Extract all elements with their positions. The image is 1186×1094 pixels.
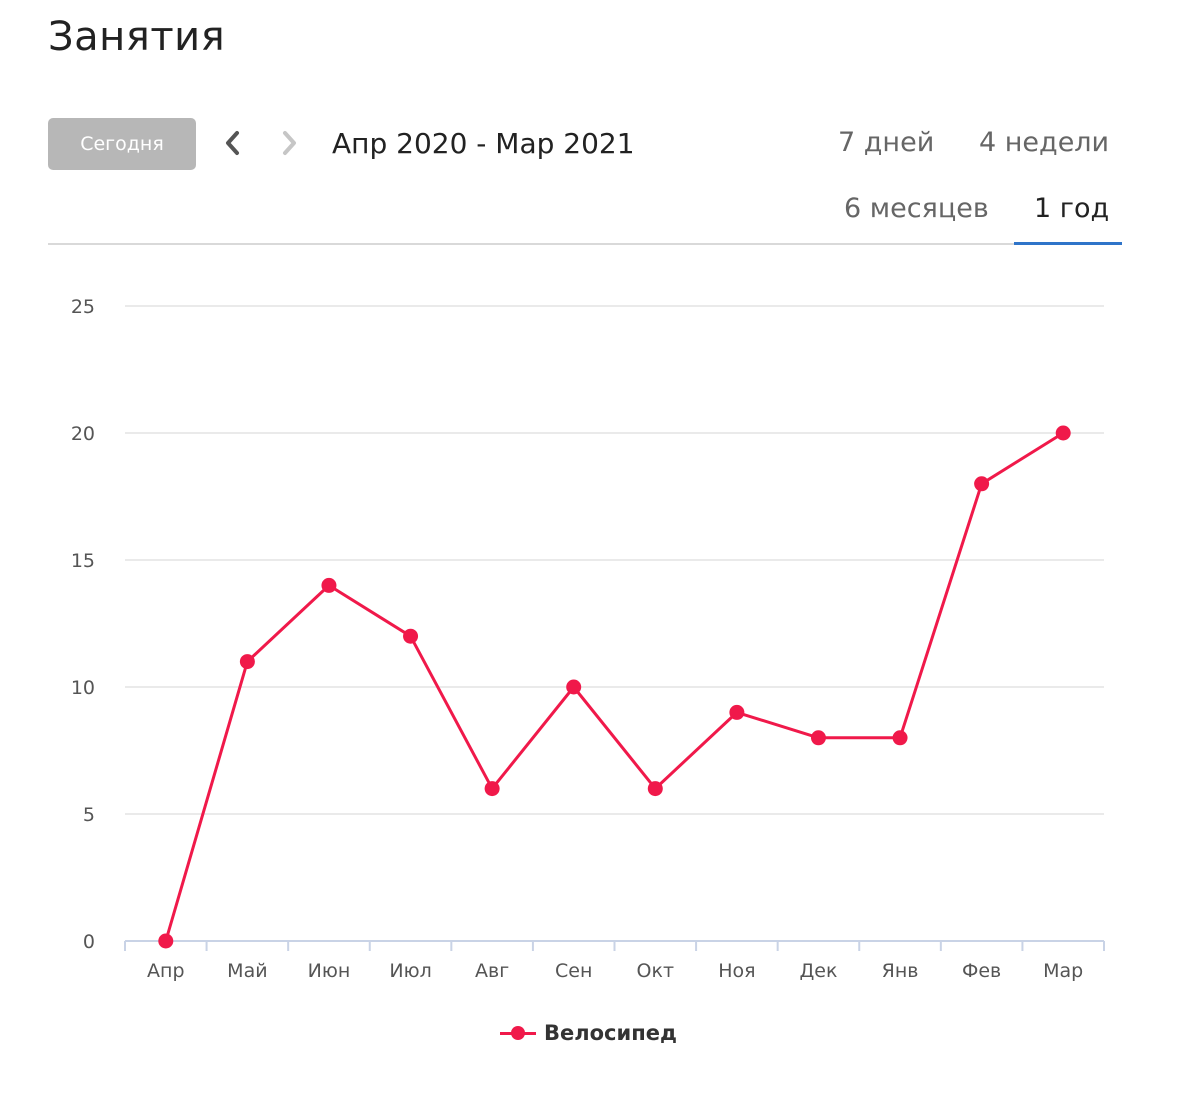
x-tick-label: Янв	[882, 960, 919, 982]
data-point	[647, 781, 663, 797]
x-tick-label: Окт	[637, 960, 675, 982]
data-point	[158, 933, 174, 949]
y-tick-label: 15	[71, 550, 95, 572]
data-point	[1055, 425, 1071, 441]
x-tick-label: Сен	[555, 960, 592, 982]
data-point	[729, 704, 745, 720]
x-tick-label: Мар	[1043, 960, 1083, 982]
tab-7-days[interactable]: 7 дней	[838, 127, 935, 158]
data-point	[566, 679, 582, 695]
y-tick-label: 5	[83, 804, 95, 826]
x-tick-label: Май	[227, 960, 267, 982]
data-point	[321, 577, 337, 593]
tabs-divider	[48, 243, 1122, 245]
legend-label: Велосипед	[544, 1021, 677, 1045]
tab-1-year[interactable]: 1 год	[1034, 193, 1110, 224]
x-tick-label: Июн	[308, 960, 351, 982]
x-tick-label: Апр	[147, 960, 184, 982]
legend-item[interactable]: Велосипед	[500, 1016, 677, 1050]
data-point	[892, 730, 908, 746]
y-tick-label: 20	[71, 423, 95, 445]
legend-marker-icon	[500, 1023, 536, 1043]
x-tick-label: Ноя	[718, 960, 755, 982]
tab-4-weeks[interactable]: 4 недели	[979, 127, 1110, 158]
x-tick-label: Авг	[475, 960, 509, 982]
today-button[interactable]: Сегодня	[48, 118, 196, 170]
date-range-label: Апр 2020 - Мар 2021	[332, 127, 635, 160]
series-line	[164, 431, 1065, 942]
data-point	[810, 730, 826, 746]
chevron-left-icon[interactable]	[220, 128, 246, 158]
chevron-right-icon[interactable]	[276, 128, 302, 158]
selected-tab-indicator	[1014, 242, 1122, 245]
y-tick-label: 0	[83, 931, 95, 953]
data-point	[239, 654, 255, 670]
x-tick-label: Фев	[962, 960, 1001, 982]
data-point	[484, 781, 500, 797]
tab-6-months[interactable]: 6 месяцев	[844, 193, 989, 224]
page-title: Занятия	[48, 14, 226, 60]
data-point	[403, 628, 419, 644]
x-tick-label: Июл	[389, 960, 431, 982]
x-tick-label: Дек	[799, 960, 837, 982]
y-tick-label: 25	[71, 296, 95, 318]
y-tick-label: 10	[71, 677, 95, 699]
data-point	[974, 476, 990, 492]
